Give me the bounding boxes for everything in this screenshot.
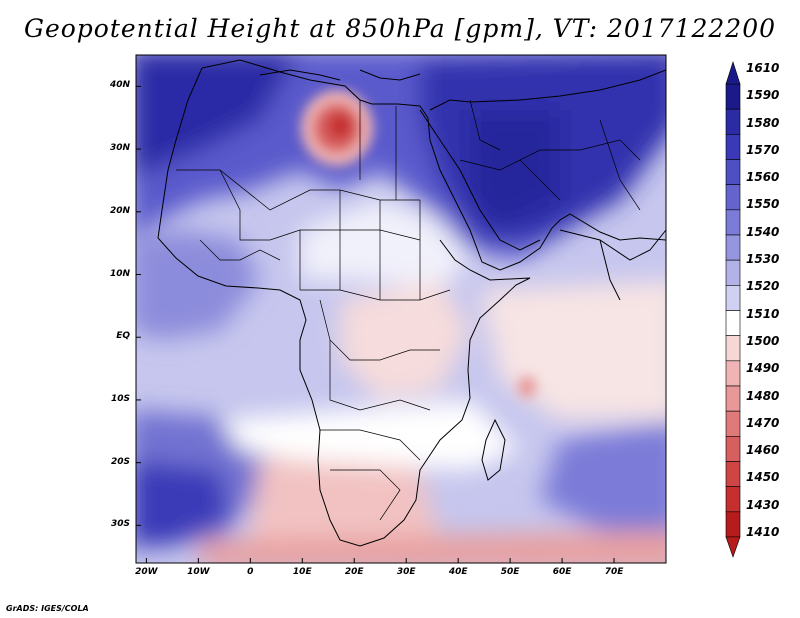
lat-label: 20S <box>110 456 130 467</box>
colorbar-segment <box>725 209 741 236</box>
colorbar-segment <box>725 310 741 336</box>
colorbar-segment <box>725 436 741 462</box>
colorbar-label: 1580 <box>746 115 780 130</box>
map-title: Geopotential Height at 850hPa [gpm], VT:… <box>23 14 777 43</box>
axis-ticks <box>136 85 615 563</box>
lon-label: 30E <box>396 567 416 577</box>
height-field <box>136 55 666 563</box>
colorbar-label: 1610 <box>746 61 780 75</box>
colorbar-segment <box>725 511 741 538</box>
colorbar-segment <box>725 108 741 135</box>
colorbar-label: 1490 <box>746 361 780 376</box>
colorbar-segment <box>725 83 741 110</box>
colorbar-label: 1550 <box>746 197 780 212</box>
lon-label: 10E <box>292 567 312 577</box>
colorbar-segment <box>725 360 741 387</box>
colorbar-segment <box>725 486 741 513</box>
lat-label: 10S <box>110 393 130 404</box>
map-frame <box>135 54 667 564</box>
colorbar-segment <box>725 385 741 412</box>
colorbar-segment <box>725 184 741 211</box>
lon-label: 20E <box>344 567 364 577</box>
lon-label: 20W <box>135 567 158 577</box>
colorbar-top-arrow <box>725 61 741 85</box>
colorbar-label: 1520 <box>746 279 780 294</box>
lat-label: 30N <box>109 143 130 154</box>
country-borders <box>176 99 641 521</box>
colorbar <box>725 61 741 558</box>
colorbar-segment <box>725 234 741 261</box>
lat-label: 40N <box>109 80 130 91</box>
lon-label: 10W <box>187 567 210 577</box>
colorbar-label: 1500 <box>746 333 780 348</box>
colorbar-segment <box>725 285 741 311</box>
colorbar-label: 1470 <box>746 415 780 430</box>
colorbar-segment <box>725 159 741 185</box>
colorbar-label: 1430 <box>746 497 780 512</box>
colorbar-label: 1460 <box>746 443 780 458</box>
lat-label: 20N <box>109 205 130 216</box>
colorbar-label: 1450 <box>746 470 780 485</box>
lon-label: 60E <box>552 567 572 577</box>
lon-label: 50E <box>500 567 520 577</box>
lon-label: 40E <box>448 567 468 577</box>
colorbar-segment <box>725 134 741 160</box>
colorbar-label: 1540 <box>746 224 780 239</box>
lat-label: 10N <box>109 268 130 279</box>
colorbar-label: 1560 <box>746 170 780 185</box>
grads-credit: GrADS: IGES/COLA <box>6 604 89 613</box>
colorbar-segment <box>725 259 741 286</box>
colorbar-label: 1410 <box>746 525 780 540</box>
colorbar-segment <box>725 335 741 362</box>
colorbar-label: 1530 <box>746 252 780 267</box>
colorbar-label: 1590 <box>746 88 780 103</box>
lon-label: 0 <box>247 567 254 577</box>
colorbar-segment <box>725 461 741 487</box>
colorbar-label: 1510 <box>746 306 780 321</box>
lat-label: EQ <box>116 331 130 342</box>
colorbar-segment <box>725 410 741 437</box>
colorbar-bottom-arrow <box>725 536 741 558</box>
colorbar-label: 1480 <box>746 388 780 403</box>
coastlines <box>157 59 666 547</box>
lon-label: 70E <box>604 567 624 577</box>
lat-label: 30S <box>110 519 130 530</box>
colorbar-label: 1570 <box>746 142 780 157</box>
